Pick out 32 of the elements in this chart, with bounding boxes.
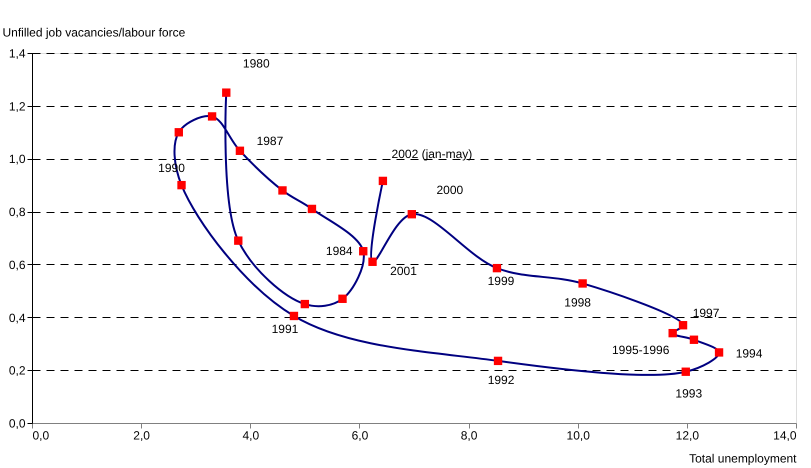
annotation: 1980	[242, 56, 270, 71]
x-tick-label: 14,0	[773, 428, 797, 442]
x-tick-label: 8,0	[460, 428, 478, 442]
annotation: 1987	[256, 134, 284, 148]
y-tick-label: 1,0	[8, 152, 26, 166]
x-tick-label: 2,0	[133, 428, 150, 442]
annotation: 1997	[692, 306, 720, 320]
annotation: 2002 (jan-may)	[392, 146, 472, 161]
x-tick-label: 4,0	[242, 428, 260, 442]
annotation: 1998	[564, 295, 592, 310]
y-axis-title: Unfilled job vacancies/labour force	[2, 26, 186, 40]
x-tick-label: 6,0	[352, 428, 369, 442]
x-tick-label: 12,0	[676, 428, 700, 442]
x-tick-label: 10,0	[566, 428, 590, 442]
annotation: 2000	[436, 183, 464, 198]
annotation: 1993	[675, 386, 702, 401]
y-tick-label: 1,4	[8, 46, 26, 60]
x-axis-title: Total unemployment	[689, 452, 798, 466]
y-tick-label: 0,8	[8, 205, 26, 220]
y-tick-label: 1,2	[8, 99, 26, 114]
annotation: 1992	[488, 372, 515, 387]
annotation: 1995-1996	[612, 343, 670, 358]
y-tick-label: 0,6	[8, 258, 26, 272]
annotation: 1991	[272, 322, 299, 336]
y-tick-label: 0,2	[8, 364, 26, 378]
annotation: 2001	[390, 264, 418, 278]
x-tick-label: 0,0	[32, 428, 50, 442]
y-tick-label: 0,4	[8, 310, 26, 325]
annotation: 1999	[488, 274, 515, 288]
annotation: 1994	[736, 346, 763, 360]
annotation: 1984	[326, 244, 353, 258]
y-tick-label: 0,0	[8, 416, 26, 430]
